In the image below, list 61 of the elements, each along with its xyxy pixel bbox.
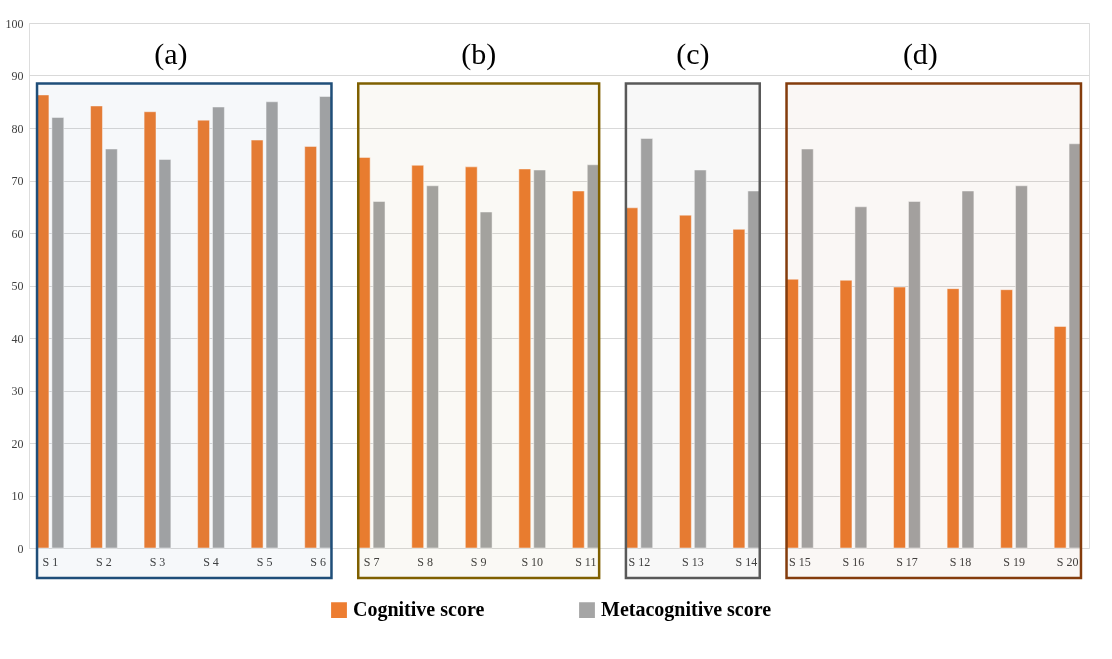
bar — [587, 164, 600, 549]
x-tick-label: S 17 — [896, 554, 918, 569]
bar — [625, 207, 639, 549]
y-tick-label: 90 — [11, 69, 24, 83]
x-tick-label: S 8 — [417, 554, 434, 569]
bar — [893, 286, 906, 549]
y-tick-label: 0 — [17, 541, 24, 556]
bar — [572, 190, 585, 549]
x-tick-label: S 11 — [575, 554, 597, 569]
y-tick-label: 70 — [11, 174, 24, 188]
y-tick-label: 50 — [11, 279, 24, 293]
band-label: (a) — [154, 36, 188, 71]
x-tick-label: S 9 — [470, 554, 487, 569]
bar — [518, 168, 531, 549]
x-tick-label: S 7 — [363, 554, 380, 569]
bar — [694, 169, 707, 549]
bar — [1000, 289, 1013, 549]
bar — [90, 105, 103, 549]
y-tick-label: 40 — [11, 331, 24, 346]
x-tick-label: S 1 — [42, 554, 59, 569]
x-tick-label: S 3 — [149, 554, 166, 569]
band-label: (d) — [902, 36, 938, 71]
x-tick-label: S 2 — [96, 554, 112, 569]
bar — [197, 119, 210, 549]
y-tick-label: 20 — [11, 436, 24, 451]
bar — [479, 211, 493, 549]
band-label: (b) — [461, 36, 497, 71]
y-tick-label: 30 — [11, 384, 24, 398]
y-tick-label: 10 — [11, 489, 24, 503]
bar — [426, 185, 439, 549]
x-tick-label: S 16 — [842, 554, 865, 569]
bar — [411, 165, 424, 549]
bar — [105, 148, 118, 549]
bar — [801, 148, 814, 549]
x-tick-label: S 12 — [628, 554, 651, 569]
x-tick-label: S 19 — [1003, 554, 1025, 569]
bar — [679, 214, 692, 549]
x-tick-label: S 10 — [521, 554, 544, 569]
bar — [319, 96, 332, 549]
x-tick-label: S 6 — [310, 554, 326, 569]
legend-label: Metacognitive score — [601, 598, 772, 622]
bar — [533, 169, 546, 549]
x-tick-label: S 14 — [735, 554, 758, 569]
bar — [640, 138, 653, 549]
bar — [465, 166, 478, 549]
x-tick-label: S 13 — [681, 554, 704, 569]
x-tick-label: S 18 — [949, 554, 972, 569]
x-tick-label: S 5 — [256, 554, 273, 569]
y-tick-label: 60 — [11, 226, 24, 241]
y-tick-label: 80 — [11, 121, 24, 136]
x-tick-label: S 15 — [789, 554, 811, 569]
y-tick-label: 100 — [5, 16, 24, 31]
legend-label: Cognitive score — [353, 598, 485, 622]
bar — [212, 106, 225, 549]
x-tick-label: S 4 — [203, 554, 219, 569]
bar — [1015, 185, 1028, 549]
bar — [786, 278, 799, 549]
bar — [908, 201, 921, 549]
bar — [304, 146, 317, 549]
x-tick-label: S 20 — [1056, 554, 1079, 569]
band-label: (c) — [676, 36, 710, 71]
